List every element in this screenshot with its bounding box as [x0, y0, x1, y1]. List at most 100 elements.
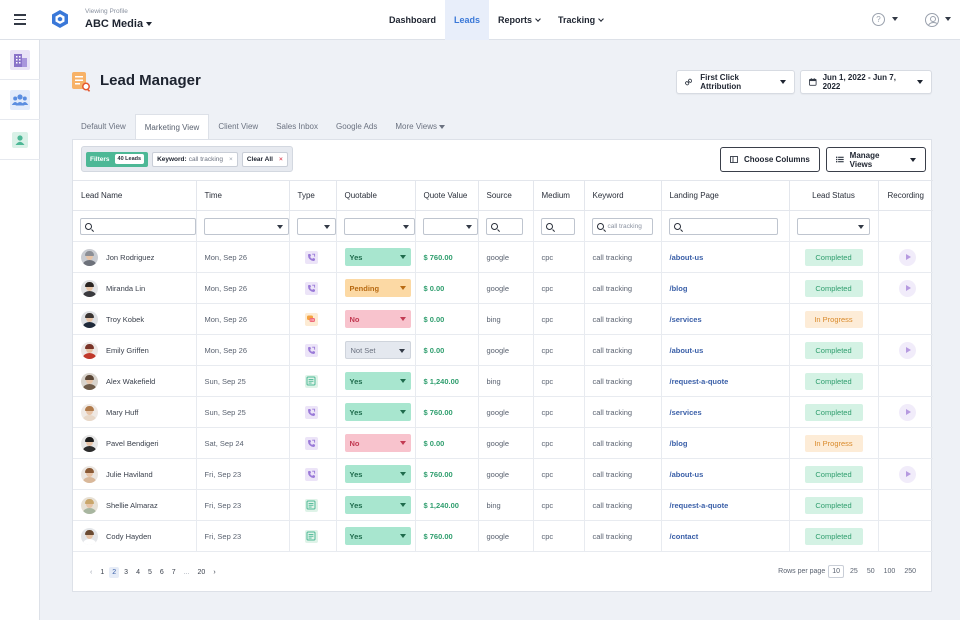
date-range-picker[interactable]: Jun 1, 2022 - Jun 7, 2022 [800, 70, 932, 94]
table-row[interactable]: Miranda Lin Mon, Sep 26 Pending $ 0.00 googl… [73, 272, 933, 304]
nav-item-dashboard[interactable]: Dashboard [380, 0, 445, 40]
nav-item-reports[interactable]: Reports [489, 0, 549, 40]
tab-sales-inbox[interactable]: Sales Inbox [267, 114, 327, 139]
landing-page-link[interactable]: /blog [669, 283, 688, 293]
column-header-time[interactable]: Time [196, 180, 290, 211]
column-header-lead-name[interactable]: Lead Name [73, 180, 197, 211]
column-header-medium[interactable]: Medium [533, 180, 585, 211]
tab-client-view[interactable]: Client View [209, 114, 267, 139]
page-link-7[interactable]: 7 [171, 569, 176, 576]
table-row[interactable]: Shellie Almaraz Fri, Sep 23 Yes $ 1,240.00 b… [73, 489, 933, 521]
tab-more-views[interactable]: More Views [386, 114, 454, 139]
tab-google-ads[interactable]: Google Ads [327, 114, 386, 139]
landing-page-filter-input[interactable] [668, 217, 778, 235]
page-link-2[interactable]: 2 [109, 567, 120, 578]
rows-option-250[interactable]: 250 [904, 568, 916, 575]
column-header-source[interactable]: Source [478, 180, 534, 211]
attribution-dropdown[interactable]: First Click Attribution [676, 70, 795, 94]
lead-status-filter-select[interactable] [796, 217, 870, 235]
page-link-1[interactable]: 1 [100, 569, 105, 576]
play-recording-icon[interactable] [898, 465, 916, 483]
choose-columns-button[interactable]: Choose Columns [720, 147, 820, 172]
table-row[interactable]: Cody Hayden Fri, Sep 23 Yes $ 760.00 google c… [73, 520, 933, 552]
manage-views-button[interactable]: Manage Views [826, 147, 926, 172]
quote-value-filter-select[interactable] [422, 217, 477, 235]
landing-page-link[interactable]: /services [669, 314, 702, 324]
column-header-keyword[interactable]: Keyword [584, 180, 662, 211]
column-header-lead-status[interactable]: Lead Status [789, 180, 879, 211]
next-page-icon[interactable]: › [213, 569, 216, 576]
quotable-select[interactable]: No [344, 310, 411, 328]
prev-page-icon[interactable]: ‹ [90, 569, 93, 576]
column-header-quotable[interactable]: Quotable [336, 180, 416, 211]
lead-name-link[interactable]: Alex Wakefield [81, 372, 195, 390]
nav-item-leads[interactable]: Leads [445, 0, 490, 40]
rows-option-25[interactable]: 25 [850, 568, 858, 575]
rows-option-50[interactable]: 50 [866, 568, 875, 575]
landing-page-link[interactable]: /about-us [669, 469, 704, 479]
table-row[interactable]: Alex Wakefield Sun, Sep 25 Yes $ 1,240.00 bi… [73, 365, 933, 397]
lead-name-link[interactable]: Cody Hayden [81, 527, 195, 545]
sidebar-item-buildings[interactable] [0, 40, 40, 80]
page-link-6[interactable]: 6 [159, 569, 164, 576]
landing-page-link[interactable]: /request-a-quote [669, 376, 729, 386]
table-row[interactable]: Julie Haviland Fri, Sep 23 Yes $ 760.00 goog… [73, 458, 933, 490]
time-filter-select[interactable] [203, 217, 288, 235]
column-header-recording[interactable]: Recording [878, 180, 933, 211]
landing-page-link[interactable]: /about-us [669, 252, 704, 262]
landing-page-link[interactable]: /about-us [669, 345, 704, 355]
landing-page-link[interactable]: /services [669, 407, 702, 417]
lead-name-link[interactable]: Miranda Lin [81, 279, 195, 297]
rows-option-100[interactable]: 100 [883, 568, 896, 575]
menu-icon[interactable] [14, 14, 26, 25]
play-recording-icon[interactable] [898, 248, 916, 266]
keyword-filter-input[interactable]: call tracking [591, 217, 653, 235]
lead-name-link[interactable]: Emily Griffen [81, 341, 195, 359]
tab-marketing-view[interactable]: Marketing View [134, 114, 210, 139]
lead-name-link[interactable]: Jon Rodriguez [81, 248, 195, 266]
quotable-select[interactable]: Yes [344, 465, 411, 483]
clear-all-button[interactable]: Clear All × [241, 151, 288, 167]
user-avatar-icon[interactable] [925, 13, 939, 27]
quotable-select[interactable]: Yes [344, 372, 411, 390]
source-filter-input[interactable] [485, 217, 523, 235]
sidebar-item-contacts[interactable] [0, 120, 40, 160]
column-header-quote-value[interactable]: Quote Value [415, 180, 479, 211]
rows-option-10[interactable]: 10 [828, 565, 845, 578]
table-row[interactable]: Jon Rodriguez Mon, Sep 26 Yes $ 760.00 googl… [73, 241, 933, 273]
medium-filter-input[interactable] [540, 217, 575, 235]
page-link-5[interactable]: 5 [147, 569, 152, 576]
quotable-select[interactable]: Pending [344, 279, 411, 297]
lead-name-link[interactable]: Troy Kobek [81, 310, 195, 328]
table-row[interactable]: Emily Griffen Mon, Sep 26 Not Set $ 0.00 goo… [73, 334, 933, 366]
quotable-select[interactable]: Yes [344, 403, 411, 421]
app-logo-icon[interactable] [50, 9, 70, 29]
column-header-landing-page[interactable]: Landing Page [661, 180, 790, 211]
remove-filter-icon[interactable]: × [229, 155, 233, 163]
column-header-type[interactable]: Type [289, 180, 337, 211]
lead-name-link[interactable]: Julie Haviland [81, 465, 195, 483]
table-row[interactable]: Mary Huff Sun, Sep 25 Yes $ 760.00 google cpc… [73, 396, 933, 428]
quotable-select[interactable]: No [344, 434, 411, 452]
play-recording-icon[interactable] [898, 403, 916, 421]
keyword-filter-chip[interactable]: Keyword: call tracking × [152, 151, 238, 167]
table-row[interactable]: Pavel Bendigeri Sat, Sep 24 No $ 0.00 google… [73, 427, 933, 459]
lead-name-filter-input[interactable] [80, 217, 195, 235]
page-link-20[interactable]: 20 [197, 569, 206, 576]
landing-page-link[interactable]: /blog [669, 438, 688, 448]
quotable-select[interactable]: Yes [344, 248, 411, 266]
lead-name-link[interactable]: Shellie Almaraz [81, 496, 195, 514]
quotable-select[interactable]: Yes [344, 496, 411, 514]
nav-item-tracking[interactable]: Tracking [549, 0, 612, 40]
quotable-select[interactable]: Yes [344, 527, 411, 545]
page-link-3[interactable]: 3 [124, 569, 129, 576]
profile-selector[interactable]: ABC Media [85, 18, 153, 30]
page-link-4[interactable]: 4 [136, 569, 140, 576]
landing-page-link[interactable]: /contact [669, 531, 699, 541]
lead-name-link[interactable]: Mary Huff [81, 403, 195, 421]
quotable-filter-select[interactable] [343, 217, 414, 235]
play-recording-icon[interactable] [898, 279, 916, 297]
sidebar-item-team[interactable] [0, 80, 40, 120]
lead-name-link[interactable]: Pavel Bendigeri [81, 434, 195, 452]
type-filter-select[interactable] [296, 217, 335, 235]
